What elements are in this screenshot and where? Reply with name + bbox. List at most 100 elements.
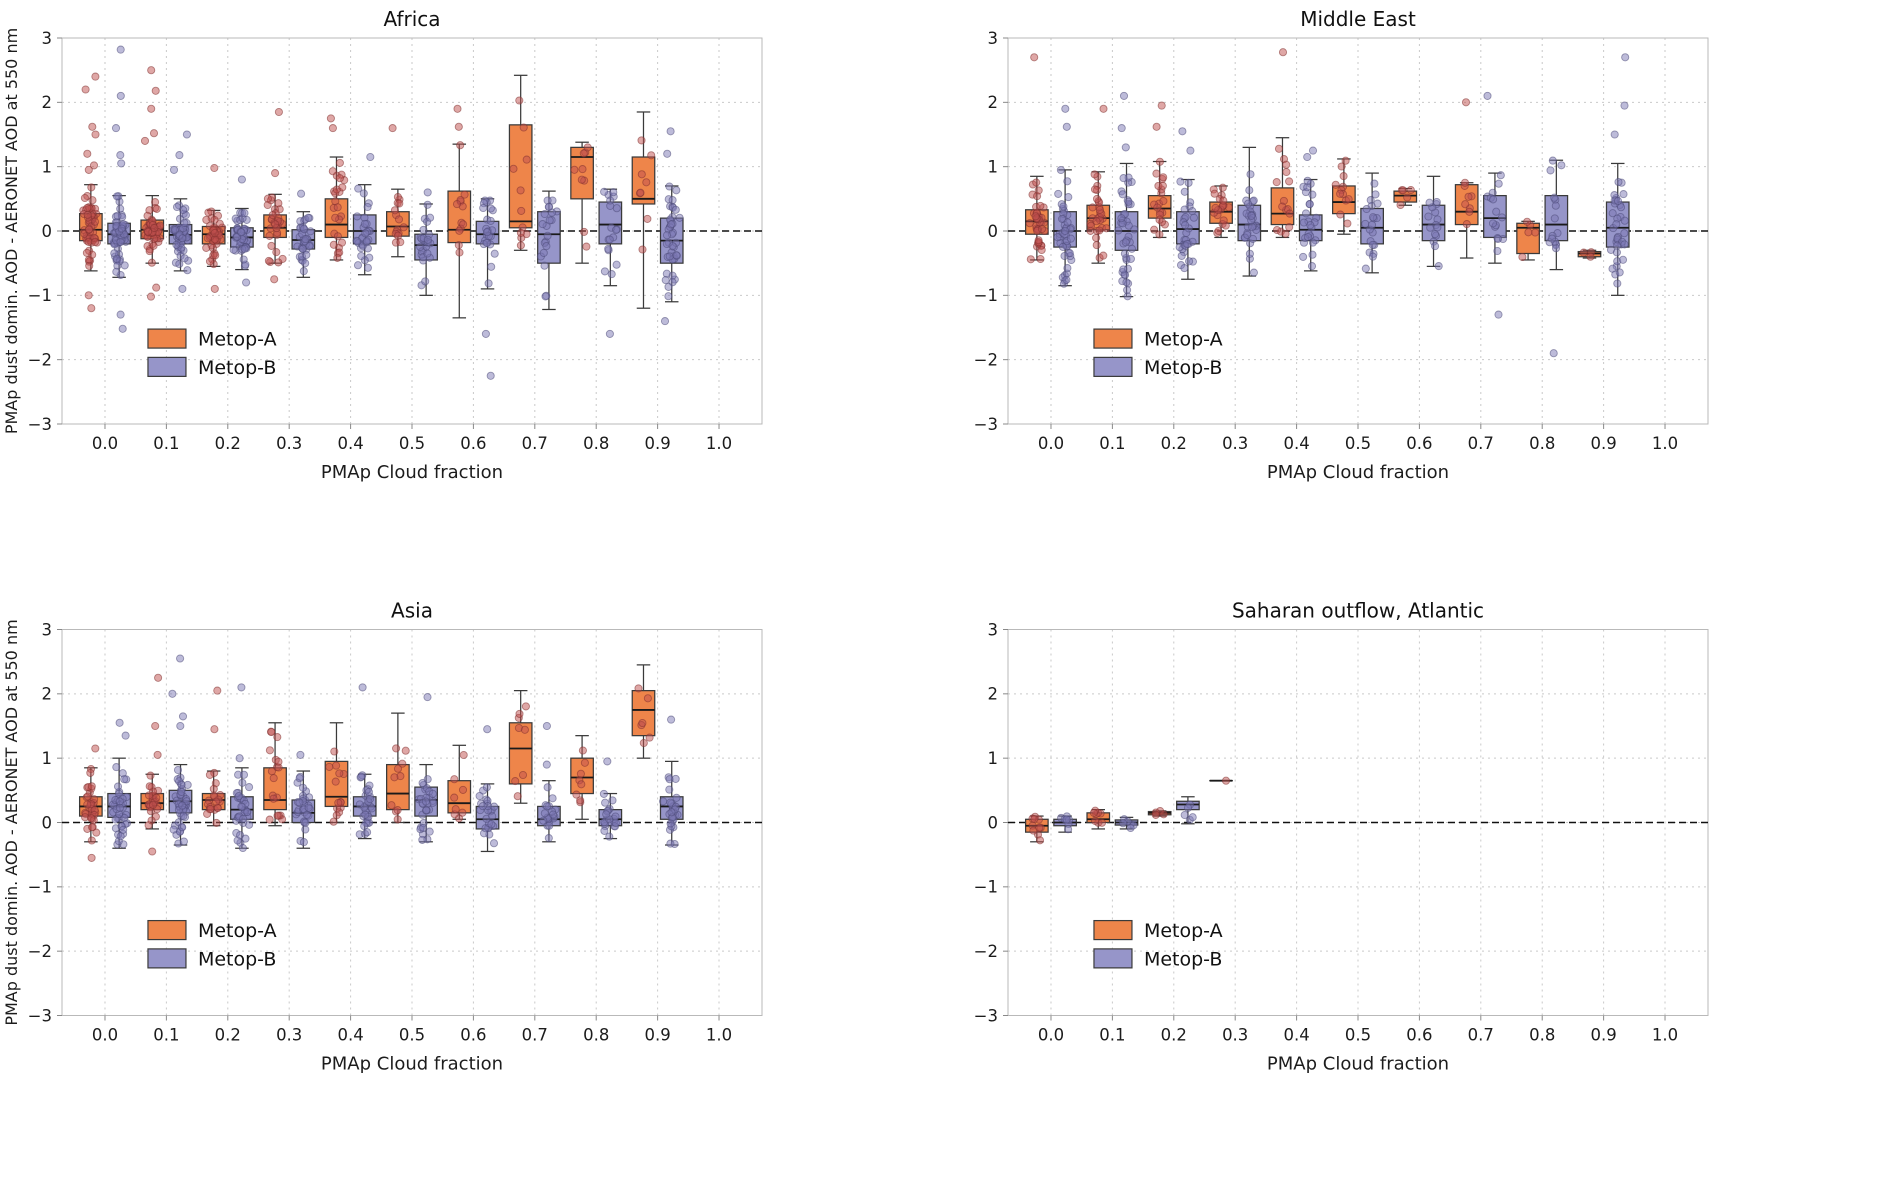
scatter-point	[1339, 172, 1348, 181]
scatter-point	[1183, 239, 1192, 248]
scatter-point	[455, 226, 464, 235]
y-tick-label: −1	[28, 878, 52, 897]
legend: Metop-A Metop-B	[147, 328, 277, 379]
x-tick-label: 0.4	[337, 434, 363, 453]
y-tick-label: 0	[988, 813, 999, 832]
scatter-point	[672, 186, 681, 195]
scatter-point	[1272, 178, 1281, 187]
scatter-point	[91, 130, 100, 139]
x-tick-label: 0.2	[1161, 434, 1187, 453]
scatter-point	[1494, 310, 1503, 319]
x-tick-label: 0.0	[92, 434, 118, 453]
scatter-point	[1619, 190, 1628, 199]
scatter-point	[151, 86, 160, 95]
scatter-point	[1249, 268, 1258, 277]
scatter-point	[269, 774, 278, 783]
legend-label: Metop-A	[1144, 920, 1223, 942]
scatter-point	[175, 259, 184, 269]
scatter-point	[210, 725, 219, 734]
scatter-point	[1054, 189, 1063, 198]
scatter-point	[88, 823, 97, 832]
scatter-point	[169, 165, 179, 174]
scatter-point	[1152, 122, 1161, 131]
scatter-point	[1118, 190, 1127, 199]
scatter-point	[1089, 808, 1098, 817]
scatter-point	[1524, 228, 1533, 237]
scatter-point	[147, 66, 156, 75]
scatter-point	[1492, 207, 1501, 216]
scatter-point	[1219, 216, 1228, 225]
chart-panel-saharan-outflow-atlantic: −3 −2 −1 0 1 2 3 0.0 0.1 0.2 0.3 0.4 0.5 0.6 0.7 0.8 0.9…	[946, 591, 1892, 1183]
scatter-point	[638, 718, 647, 728]
scatter-point	[1613, 196, 1623, 206]
scatter-point	[296, 750, 305, 759]
x-axis-label: PMAp Cloud fraction	[1267, 462, 1449, 483]
scatter-point	[306, 227, 315, 236]
scatter-point	[1549, 349, 1558, 358]
scatter-point	[325, 762, 334, 771]
scatter-point	[238, 843, 247, 853]
legend: Metop-A Metop-B	[1093, 328, 1223, 379]
scatter-point	[600, 826, 609, 835]
scatter-point	[333, 203, 342, 212]
scatter-point	[267, 727, 276, 737]
scatter-point	[600, 267, 609, 276]
scatter-point	[331, 777, 340, 786]
scatter-point	[543, 783, 552, 792]
scatter-point	[304, 803, 313, 812]
scatter-point	[419, 225, 428, 234]
scatter-point	[1403, 193, 1412, 202]
scatter-point	[334, 798, 343, 807]
scatter-series-metop-a	[81, 673, 654, 862]
scatter-point	[516, 228, 525, 237]
scatter-point	[396, 238, 405, 247]
legend-label: Metop-A	[198, 920, 277, 942]
scatter-point	[393, 806, 402, 815]
x-tick-label: 0.6	[460, 434, 486, 453]
scatter-point	[1034, 236, 1043, 245]
scatter-point	[355, 800, 364, 809]
scatter-point	[1406, 185, 1415, 195]
scatter-point	[367, 804, 376, 813]
scatter-point	[1620, 229, 1629, 238]
scatter-point	[332, 761, 341, 770]
axes: −3 −2 −1 0 1 2 3 0.0 0.1 0.2 0.3 0.4 0.5 0.6 0.7 0.8 0.9…	[974, 29, 1678, 453]
scatter-point	[543, 196, 552, 205]
scatter-point	[1248, 223, 1257, 232]
scatter-point	[1550, 214, 1559, 223]
scatter-point	[178, 712, 188, 721]
scatter-point	[423, 835, 432, 844]
scatter-point	[516, 186, 525, 195]
scatter-point	[206, 804, 215, 813]
scatter-point	[1299, 252, 1308, 261]
axes: −3 −2 −1 0 1 2 3 0.0 0.1 0.2 0.3 0.4 0.5 0.6 0.7 0.8 0.9…	[28, 29, 732, 453]
scatter-point	[458, 808, 467, 817]
scatter-point	[229, 245, 238, 254]
y-tick-label: −2	[974, 350, 998, 369]
scatter-point	[1153, 203, 1162, 212]
scatter-point	[579, 149, 588, 158]
y-tick-label: −3	[974, 415, 998, 434]
scatter-point	[1465, 207, 1474, 216]
scatter-point	[1159, 810, 1168, 819]
scatter-point	[482, 238, 491, 247]
x-tick-label: 0.1	[153, 1026, 179, 1045]
scatter-point	[428, 789, 437, 798]
axes: −3 −2 −1 0 1 2 3 0.0 0.1 0.2 0.3 0.4 0.5 0.6 0.7 0.8 0.9…	[974, 620, 1678, 1044]
scatter-point	[87, 782, 96, 791]
scatter-point	[1586, 252, 1595, 261]
scatter-point	[522, 155, 531, 164]
scatter-point	[301, 259, 310, 268]
scatter-point	[478, 802, 487, 811]
scatter-point	[354, 184, 363, 193]
scatter-point	[1299, 218, 1308, 227]
scatter-point	[329, 240, 338, 249]
scatter-point	[210, 228, 219, 238]
scatter-point	[152, 793, 161, 802]
scatter-point	[366, 794, 375, 804]
scatter-point	[671, 774, 680, 783]
scatter-point	[540, 209, 549, 219]
scatter-point	[540, 809, 549, 818]
scatter-point	[153, 750, 162, 759]
scatter-point	[666, 127, 675, 136]
